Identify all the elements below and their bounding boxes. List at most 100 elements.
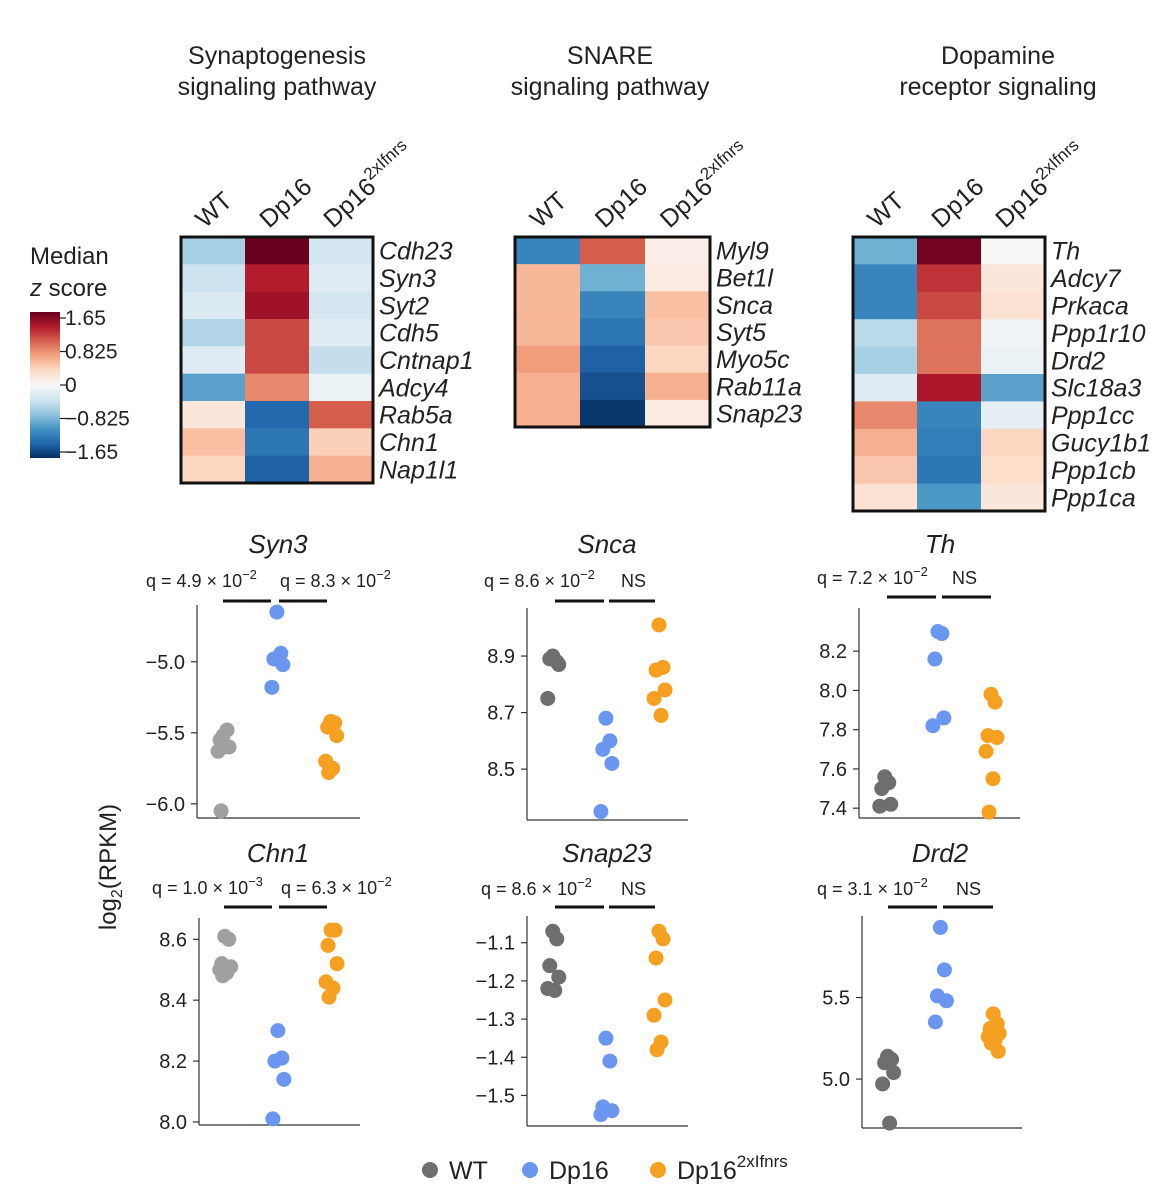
panel-title: Chn1	[247, 838, 309, 868]
data-point-wt	[215, 968, 231, 984]
q-value-main: q = 6.3 × 10	[281, 878, 377, 898]
heatmap-row-label: Rab5a	[379, 402, 453, 430]
heatmap-cell	[917, 237, 982, 265]
heatmap-cell	[917, 428, 982, 457]
heatmap-cell	[309, 319, 374, 347]
heatmap-cell	[981, 428, 1046, 457]
y-axis-label-sub: 2	[109, 889, 126, 898]
heatmap-cell	[917, 264, 982, 293]
data-point-wt	[875, 1076, 891, 1092]
heatmap-cell	[917, 483, 982, 512]
heatmap-column-label-main: Dp16	[590, 173, 653, 234]
heatmap-cell	[981, 483, 1046, 512]
heatmap-cell	[309, 237, 374, 265]
heatmap-cell	[309, 373, 374, 402]
q-value-label: NS	[956, 879, 981, 899]
heatmap-cell	[917, 401, 982, 430]
data-point-dp16_2xifnrs	[648, 950, 664, 966]
q-value-label: q = 8.3 × 10−2	[280, 567, 391, 591]
colorbar-tick-label: −1.65	[65, 441, 118, 464]
legend-dp16-label: Dp16	[549, 1157, 609, 1185]
scatter-snap23: Snap23 q = 8.6 × 10−2 NS −1.1 −1.2 −1.3 −1.4 −1…	[476, 838, 688, 1127]
heatmap-cell	[580, 237, 646, 265]
data-point-dp16	[936, 710, 952, 726]
heatmap-cell	[645, 372, 711, 401]
heatmap-cell	[245, 291, 310, 320]
data-point-dp16_2xifnrs	[981, 804, 997, 820]
data-point-dp16_2xifnrs	[321, 765, 337, 781]
heatmap-row-label: Cntnap1	[379, 347, 474, 375]
heatmap-cell	[580, 399, 646, 428]
scatter-drd2: Drd2 q = 3.1 × 10−2 NS 5.5 5.0	[817, 838, 1022, 1131]
panel-title: Th	[925, 529, 955, 559]
legend-wt-label: WT	[449, 1157, 488, 1185]
heatmap-3-title-line1: Dopamine	[941, 42, 1055, 70]
heatmap-cell	[580, 291, 646, 319]
legend: WT Dp16 Dp162xIfnrs	[422, 1152, 788, 1185]
colorbar-tick-label: 0.825	[65, 341, 118, 364]
heatmap-cell	[917, 291, 982, 320]
heatmap-column-label: Dp162xIfnrs	[988, 136, 1092, 234]
data-point-dp16	[593, 804, 609, 820]
data-point-dp16_2xifnrs	[651, 617, 667, 633]
y-tick-label: −1.1	[476, 933, 515, 955]
heatmap-cell	[515, 264, 581, 292]
y-tick-label: 8.7	[487, 703, 515, 725]
colorbar-title-score: score	[42, 275, 107, 302]
heatmap-cell	[245, 428, 310, 457]
heatmap-column-label-sup: 2xIfnrs	[360, 136, 411, 184]
data-point-dp16	[595, 741, 611, 757]
legend-dp16-2xifnrs-label: Dp162xIfnrs	[677, 1152, 788, 1185]
heatmap-row-label: Adcy4	[377, 374, 448, 402]
heatmap-column-label-main: WT	[525, 187, 573, 234]
q-value-exponent: −2	[377, 874, 392, 889]
legend-dp16-marker	[522, 1162, 538, 1178]
y-tick-label: −1.3	[476, 1009, 515, 1031]
heatmap-2-title-line1: SNARE	[567, 42, 653, 70]
q-value-label: q = 7.2 × 10−2	[817, 564, 928, 588]
q-value-label: q = 4.9 × 10−2	[146, 567, 257, 591]
data-point-wt	[551, 657, 567, 673]
heatmap-cell	[515, 345, 581, 374]
heatmap-row-label: Myo5c	[716, 346, 790, 374]
heatmap-cell	[917, 319, 982, 348]
heatmap-cell	[917, 456, 982, 485]
heatmap-cell	[181, 428, 246, 457]
data-point-dp16_2xifnrs	[646, 690, 662, 706]
heatmap-cell	[645, 237, 711, 265]
heatmap-row-label: Adcy7	[1049, 265, 1122, 293]
heatmap-cell	[853, 374, 918, 402]
heatmap-cell	[515, 399, 581, 428]
heatmap-cell	[981, 237, 1046, 265]
q-value-main: q = 8.6 × 10	[484, 571, 580, 591]
heatmap-cell	[580, 318, 646, 347]
y-tick-label: −5.0	[146, 652, 185, 674]
q-value-main: q = 3.1 × 10	[817, 879, 913, 899]
q-value-label: q = 1.0 × 10−3	[152, 874, 263, 898]
q-value-main: q = 1.0 × 10	[152, 878, 248, 898]
colorbar-title-line1: Median	[30, 243, 109, 270]
y-tick-label: 8.5	[487, 759, 515, 781]
q-value-label: q = 8.6 × 10−2	[484, 567, 595, 591]
data-point-dp16_2xifnrs	[987, 694, 1003, 710]
heatmap-border	[513, 235, 712, 429]
heatmap-row-label: Drd2	[1051, 347, 1105, 375]
y-tick-label: 8.0	[159, 1112, 187, 1134]
y-tick-label: 7.8	[819, 720, 847, 742]
data-point-wt	[551, 969, 567, 985]
heatmap-row-label: Myl9	[716, 238, 769, 266]
data-point-dp16	[936, 962, 952, 978]
data-point-dp16	[269, 604, 285, 620]
colorbar-ticks: 1.65 0.825 0 −0.825 −1.65	[60, 307, 130, 464]
heatmap-row-label: Ppp1cb	[1051, 457, 1136, 485]
data-point-dp16_2xifnrs	[657, 682, 673, 698]
heatmap-column-label: WT	[525, 187, 573, 234]
q-value-exponent: −2	[577, 875, 592, 890]
heatmap-2-title-line2: signaling pathway	[511, 73, 710, 101]
y-tick-label: 8.4	[159, 990, 187, 1012]
data-point-wt	[872, 798, 888, 814]
q-value-main: NS	[621, 879, 646, 899]
heatmap-row-label: Nap1l1	[379, 456, 458, 484]
heatmap-cell	[853, 346, 918, 375]
